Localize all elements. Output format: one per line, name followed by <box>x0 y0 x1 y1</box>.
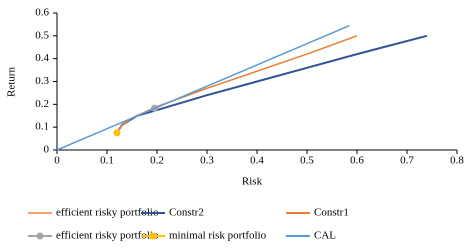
x-tick-label: 0.7 <box>400 155 414 167</box>
legend-label: Constr2 <box>169 207 204 219</box>
x-tick-label: 0.2 <box>150 155 164 167</box>
y-tick-label: 0.4 <box>35 52 49 64</box>
series-line <box>116 34 428 134</box>
legend-label: efficient risky portfolio <box>56 230 159 242</box>
y-tick-label: 0.5 <box>35 29 49 41</box>
x-tick-label: 0.6 <box>350 155 364 167</box>
y-tick-label: 0.1 <box>35 121 49 133</box>
legend-label: efficient risky portfolio <box>56 207 159 219</box>
series-line <box>116 35 358 134</box>
y-tick-label: 0.6 <box>35 7 49 19</box>
y-tick-label: 0.3 <box>35 75 49 87</box>
y-tick-label: 0 <box>44 144 50 156</box>
series-line <box>56 24 350 151</box>
y-axis-title: Return <box>6 67 18 97</box>
x-tick-label: 0 <box>54 155 60 167</box>
legend-marker <box>149 232 157 240</box>
x-tick-label: 0.5 <box>300 155 314 167</box>
x-tick-label: 0.3 <box>200 155 214 167</box>
legend-marker <box>36 232 44 240</box>
x-tick-label: 0.8 <box>450 155 464 167</box>
legend-label: CAL <box>314 230 336 242</box>
legend-label: Constr1 <box>314 207 349 219</box>
x-axis-title: Risk <box>242 176 263 188</box>
y-tick-label: 0.2 <box>35 98 49 110</box>
x-tick-label: 0.1 <box>100 155 114 167</box>
x-tick-label: 0.4 <box>250 155 264 167</box>
legend-label: minimal risk portfolio <box>169 230 267 242</box>
marker <box>113 129 121 137</box>
